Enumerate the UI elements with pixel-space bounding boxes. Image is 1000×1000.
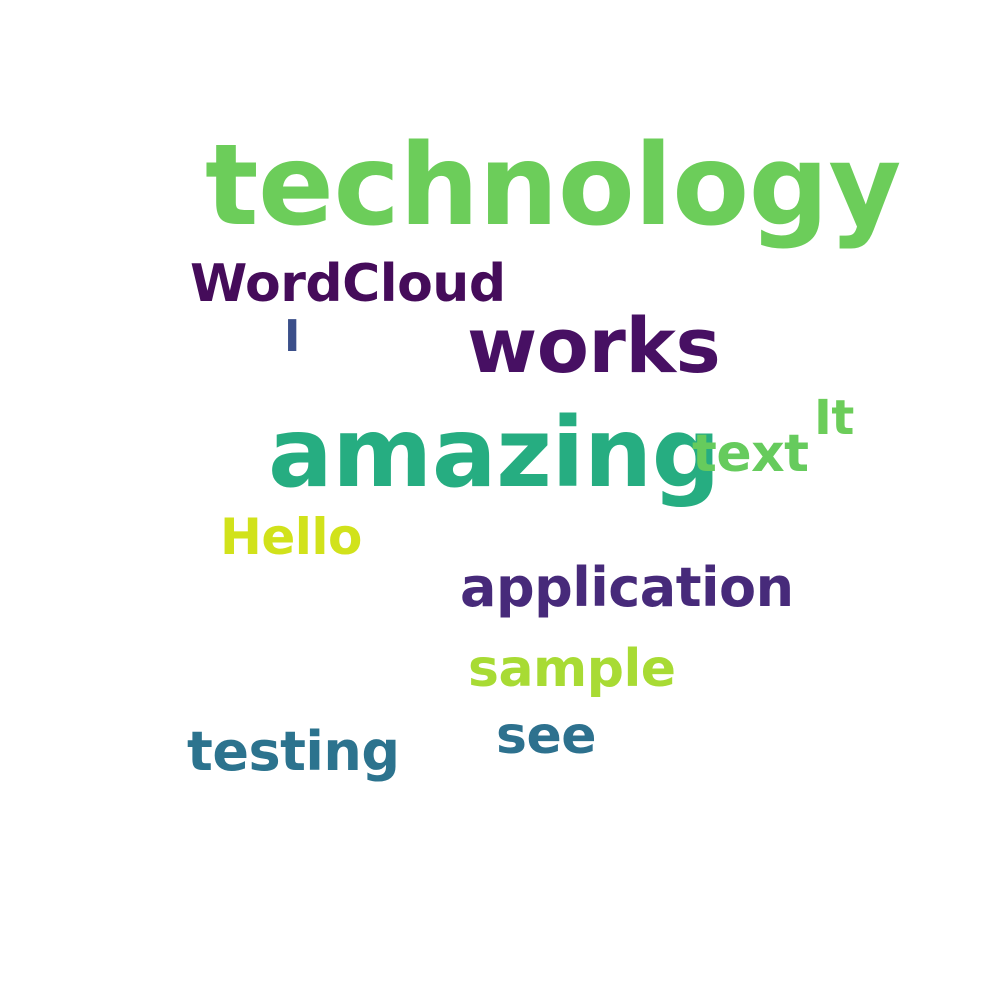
word-works: works [467,301,721,390]
word-hello: Hello [220,508,362,566]
word-it: It [814,390,854,446]
word-amazing: amazing [268,397,720,509]
word-sample: sample [468,639,676,699]
word-i: I [284,311,300,362]
word-wordcloud: WordCloud [190,254,506,314]
word-testing: testing [187,720,400,783]
word-application: application [460,556,794,619]
word-see: see [496,706,597,766]
word-technology: technology [205,121,901,251]
word-text: text [692,424,809,484]
